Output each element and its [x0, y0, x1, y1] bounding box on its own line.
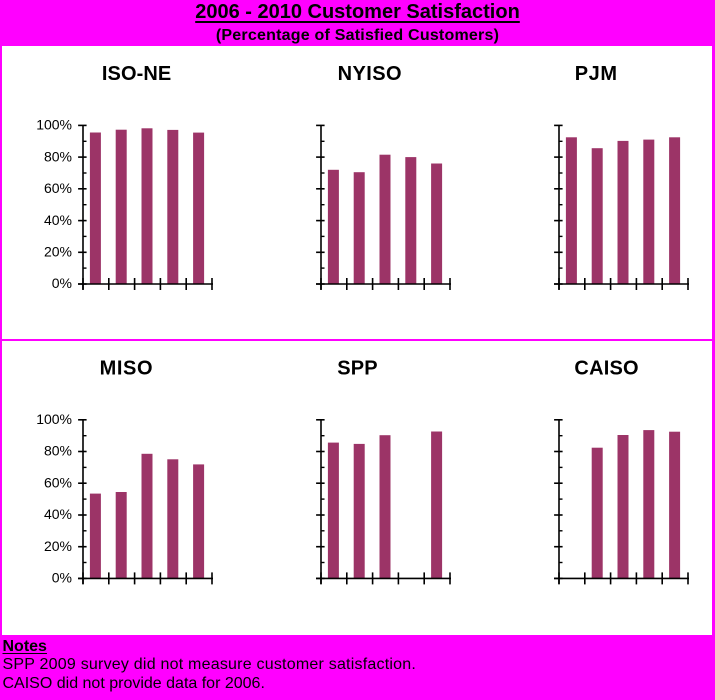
- svg-text:20%: 20%: [44, 538, 72, 554]
- svg-text:NYISO: NYISO: [338, 63, 402, 85]
- svg-text:40%: 40%: [44, 212, 72, 228]
- svg-text:80%: 80%: [44, 443, 72, 459]
- svg-text:100%: 100%: [36, 411, 72, 427]
- svg-text:80%: 80%: [44, 148, 72, 164]
- svg-text:100%: 100%: [36, 117, 72, 133]
- svg-text:40%: 40%: [44, 506, 72, 522]
- svg-text:60%: 60%: [44, 474, 72, 490]
- svg-text:PJM: PJM: [575, 63, 618, 85]
- svg-text:60%: 60%: [44, 180, 72, 196]
- svg-text:ISO-NE: ISO-NE: [102, 63, 172, 85]
- svg-text:MISO: MISO: [100, 358, 154, 380]
- svg-text:0%: 0%: [52, 570, 72, 586]
- svg-text:0%: 0%: [52, 275, 72, 291]
- svg-text:20%: 20%: [44, 244, 72, 260]
- svg-text:CAISO: CAISO: [574, 358, 638, 380]
- svg-text:SPP: SPP: [337, 358, 378, 380]
